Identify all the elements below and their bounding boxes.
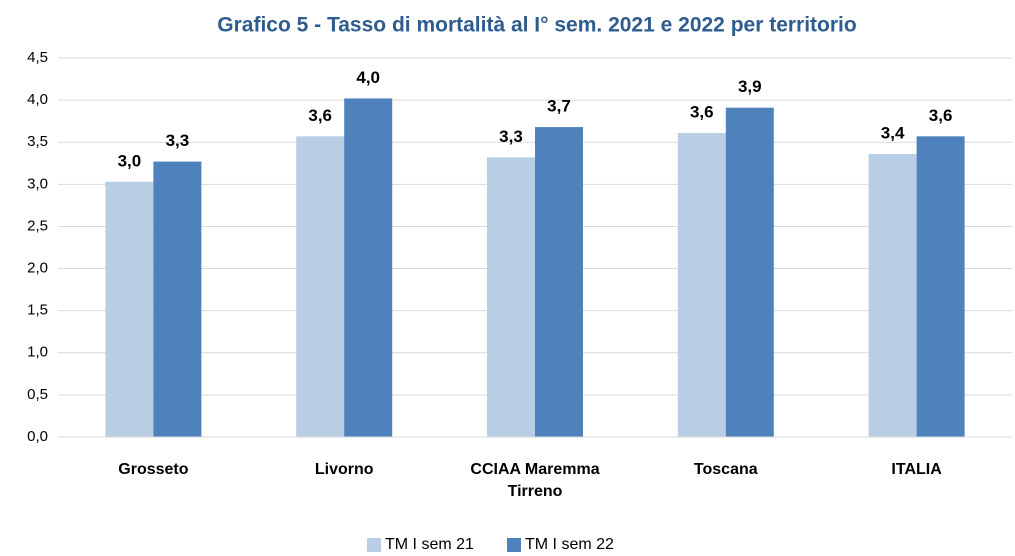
- x-tick-label: Grosseto: [118, 461, 189, 478]
- y-tick-label: 3,5: [27, 133, 48, 150]
- y-tick-label: 4,0: [27, 91, 48, 108]
- y-tick-label: 0,0: [27, 428, 48, 445]
- data-label: 3,6: [929, 106, 953, 125]
- bar: [868, 154, 917, 437]
- bar: [296, 136, 345, 437]
- bar: [105, 181, 154, 437]
- bar: [153, 161, 202, 438]
- bar: [677, 132, 726, 438]
- bar: [535, 127, 583, 437]
- y-tick-label: 2,5: [27, 217, 48, 234]
- y-tick-label: 4,5: [27, 49, 48, 66]
- y-tick-label: 0,5: [27, 386, 48, 403]
- data-label: 3,3: [499, 127, 523, 146]
- x-tick-label: Toscana: [693, 461, 758, 478]
- data-label: 3,0: [118, 151, 142, 170]
- y-tick-label: 2,0: [27, 260, 48, 277]
- legend-label: TM I sem 22: [525, 536, 614, 553]
- bar: [487, 157, 535, 438]
- y-tick-label: 3,0: [27, 175, 48, 192]
- data-label: 3,6: [308, 106, 332, 125]
- legend-swatch: [507, 538, 521, 552]
- y-tick-label: 1,0: [27, 344, 48, 361]
- y-tick-label: 1,5: [27, 302, 48, 319]
- bar: [916, 136, 965, 437]
- legend-swatch: [367, 538, 381, 552]
- bar: [725, 107, 774, 438]
- data-label: 4,0: [356, 68, 380, 87]
- data-label: 3,3: [166, 131, 190, 150]
- data-label: 3,7: [547, 97, 571, 116]
- x-tick-label: CCIAA Maremma Tirreno: [470, 461, 600, 500]
- legend-label: TM I sem 21: [385, 536, 474, 553]
- chart-title: Grafico 5 - Tasso di mortalità al I° sem…: [217, 14, 856, 37]
- data-label: 3,4: [881, 123, 905, 142]
- x-tick-label: ITALIA: [891, 461, 942, 478]
- bar: [344, 98, 393, 437]
- x-tick-label: Livorno: [314, 461, 374, 478]
- data-label: 3,6: [690, 102, 714, 121]
- data-label: 3,9: [738, 77, 762, 96]
